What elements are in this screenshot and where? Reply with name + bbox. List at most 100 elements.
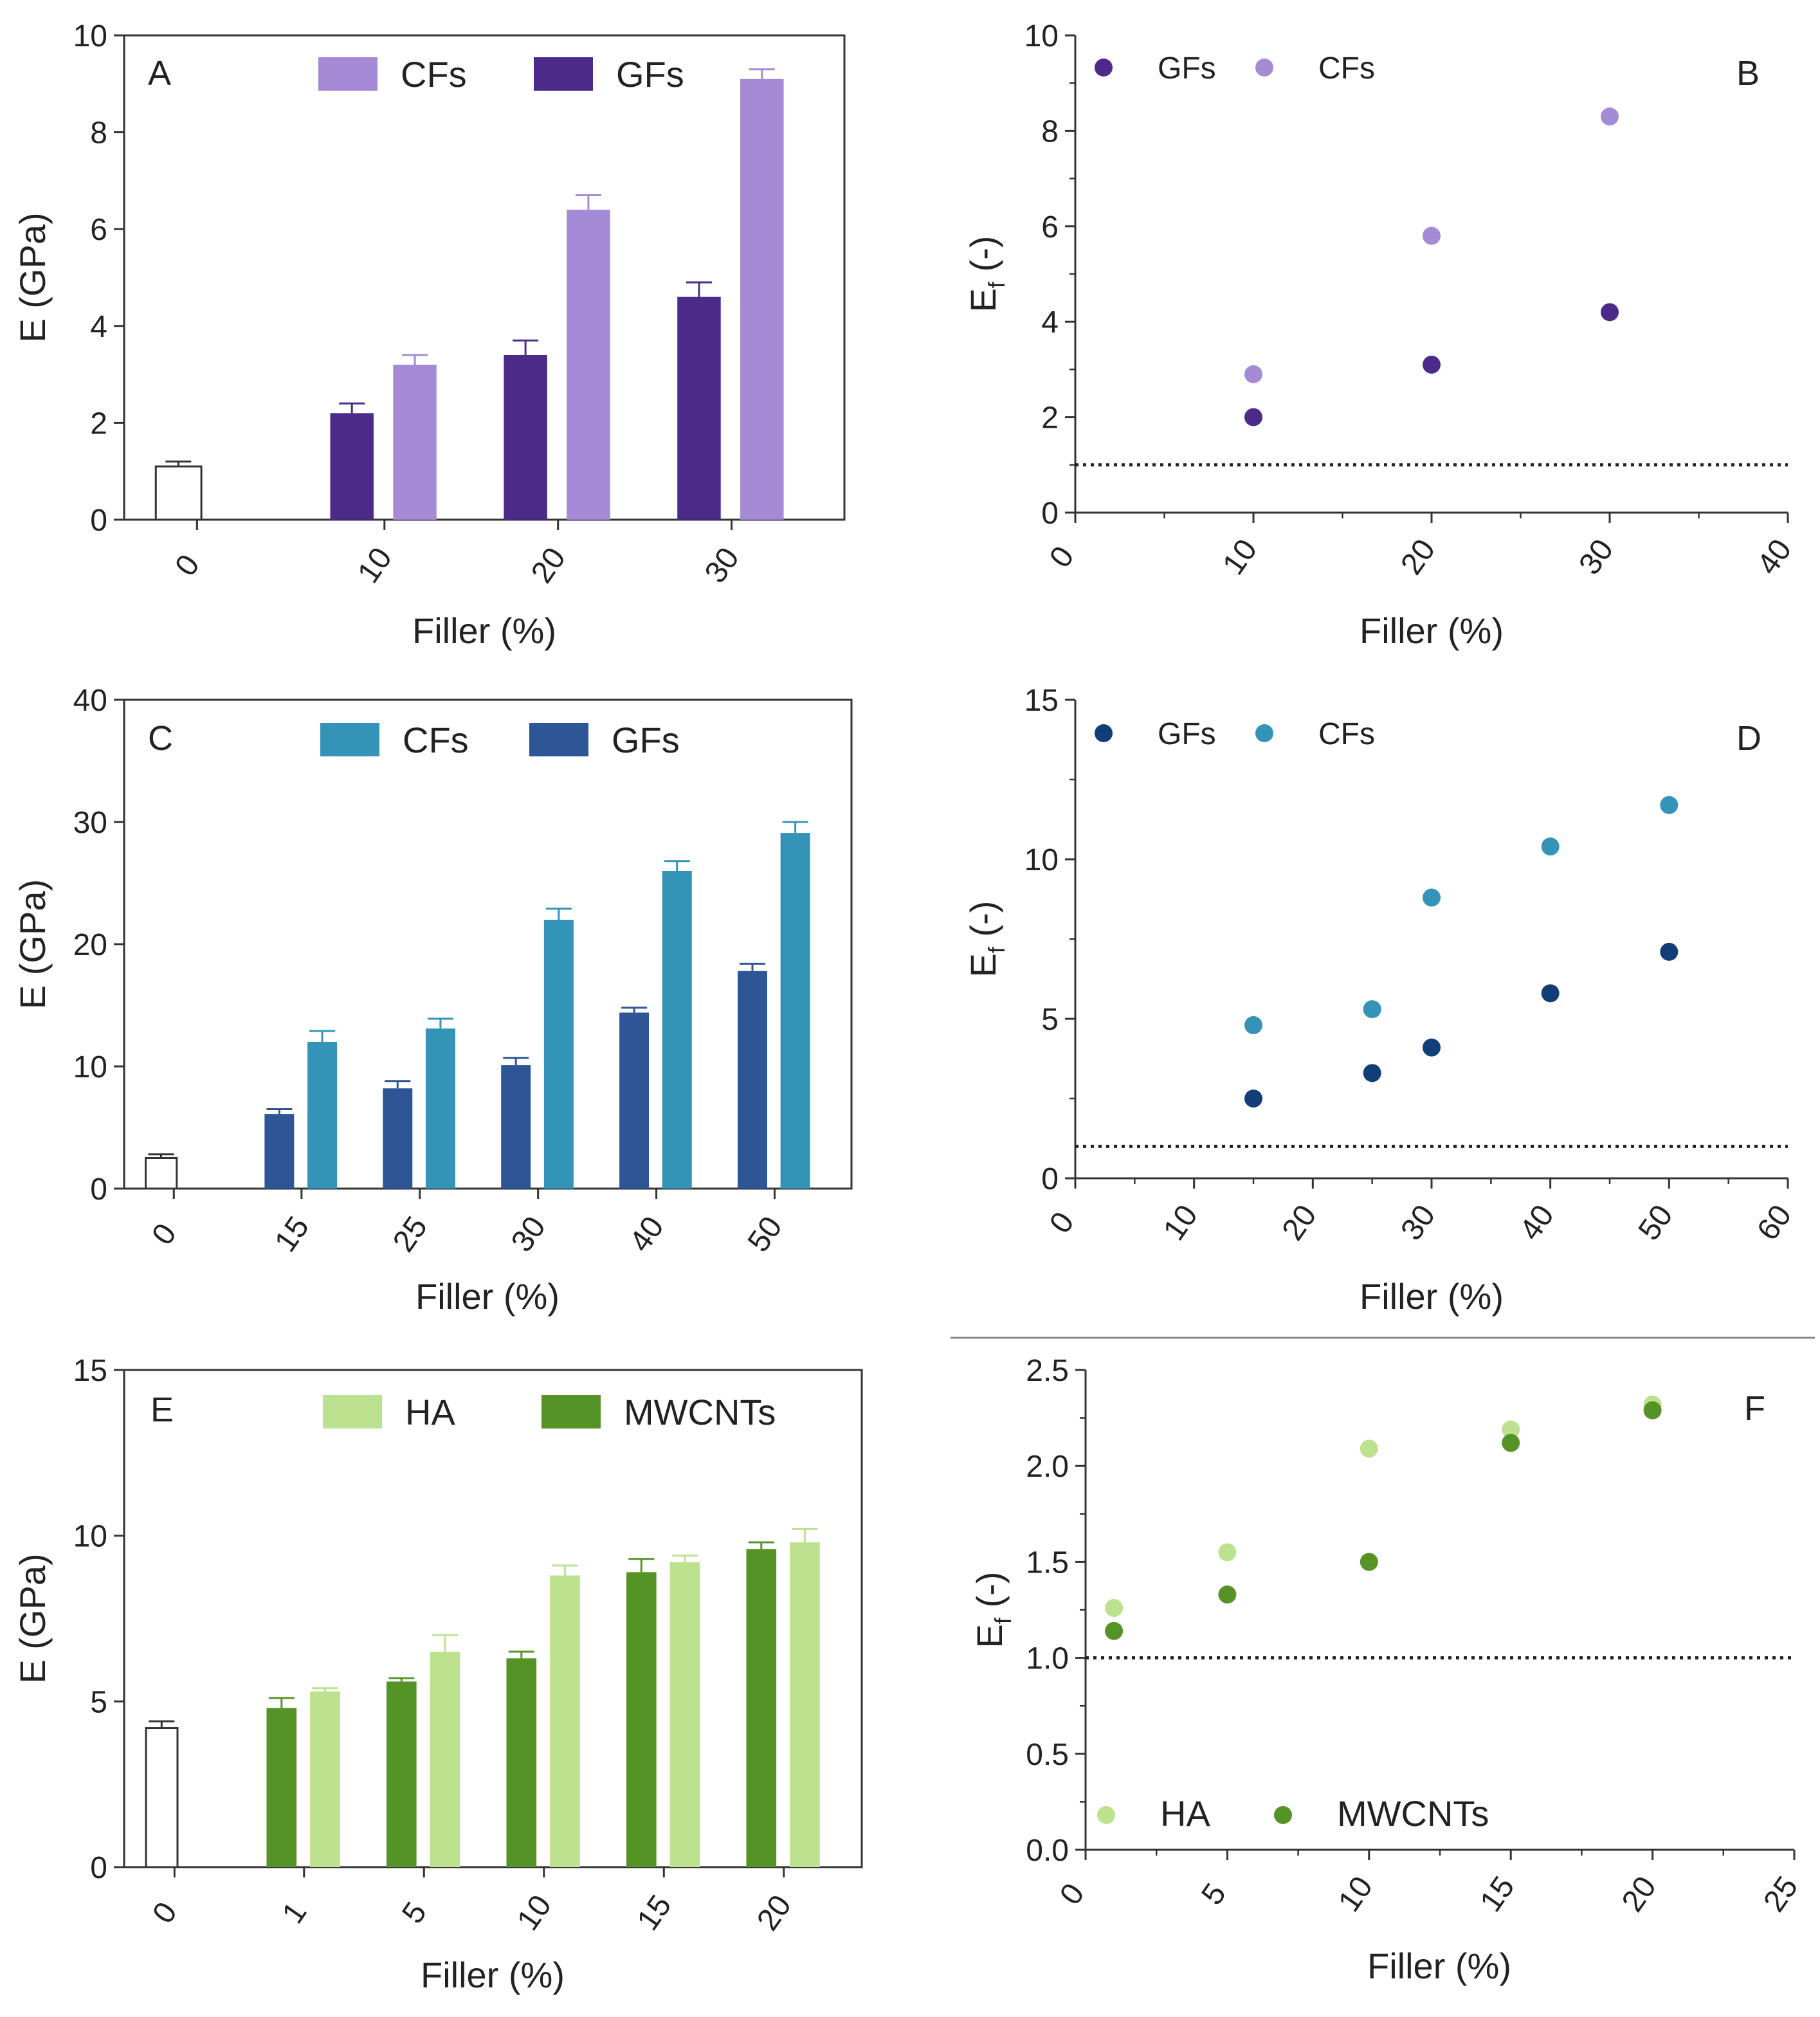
bar-gfs — [330, 413, 374, 520]
y-axis-title: Ef (-) — [963, 236, 1010, 313]
point-gfs — [1244, 408, 1262, 426]
y-tick-label: 0 — [90, 1173, 107, 1207]
point-ha — [1360, 1439, 1378, 1458]
bar-gfs — [677, 297, 721, 520]
legend-marker — [1097, 1806, 1115, 1824]
legend-marker — [1095, 724, 1113, 742]
bar-gfs — [383, 1088, 413, 1189]
panel-letter-D: D — [1736, 719, 1761, 758]
legend-label: GFs — [616, 54, 684, 95]
bar-cfs — [740, 78, 784, 520]
bar-control — [145, 1727, 179, 1868]
point-gfs — [1423, 1038, 1441, 1057]
point-cfs — [1423, 888, 1441, 907]
y-axis-title: E (GPa) — [12, 212, 53, 342]
y-axis-title: E (GPa) — [12, 1553, 53, 1683]
point-cfs — [1363, 1000, 1381, 1019]
legend-swatch — [318, 57, 378, 91]
legend-swatch — [320, 723, 379, 756]
legend-label: CFs — [403, 720, 469, 760]
y-tick-label: 2 — [90, 406, 107, 441]
legend-label: GFs — [1158, 717, 1216, 751]
y-tick-label: 8 — [1041, 114, 1059, 149]
point-ha — [1105, 1599, 1124, 1618]
bar-mwcnts — [746, 1549, 777, 1867]
bar-control — [154, 465, 203, 521]
y-tick-label: 15 — [1024, 684, 1059, 718]
bar-cfs — [780, 833, 810, 1189]
y-tick-label: 1.5 — [1026, 1546, 1069, 1580]
point-cfs — [1423, 226, 1441, 245]
point-mwcnts — [1502, 1434, 1520, 1452]
legend-swatch — [534, 57, 593, 91]
bar-ha — [430, 1652, 460, 1867]
bar-cfs — [307, 1042, 338, 1189]
bar-ha — [790, 1542, 820, 1867]
y-axis-title-unit: (-) — [963, 901, 1003, 947]
y-axis-title-subscript: f — [983, 946, 1010, 953]
y-tick-label: 0.5 — [1026, 1738, 1069, 1772]
bar-mwcnts — [626, 1572, 657, 1867]
point-mwcnts — [1643, 1401, 1662, 1419]
panel-letter-E: E — [150, 1391, 174, 1429]
point-cfs — [1660, 796, 1679, 814]
legend-label: MWCNTs — [624, 1392, 776, 1432]
y-tick-label: 10 — [1024, 19, 1059, 53]
y-tick-label: 1.0 — [1026, 1642, 1069, 1676]
y-axis-title-main: E — [963, 953, 1003, 977]
y-tick-label: 2 — [1041, 401, 1059, 435]
panel-letter-A: A — [148, 54, 171, 93]
y-tick-label: 10 — [73, 1050, 107, 1084]
point-mwcnts — [1360, 1553, 1378, 1571]
x-axis-title: Filler (%) — [412, 610, 556, 651]
legend-label: CFs — [1318, 51, 1375, 86]
x-axis-title: Filler (%) — [1360, 1276, 1504, 1317]
bar-mwcnts — [386, 1681, 417, 1867]
y-tick-label: 5 — [1041, 1003, 1059, 1037]
bar-gfs — [737, 971, 767, 1189]
bar-ha — [310, 1691, 340, 1867]
y-tick-label: 4 — [1041, 306, 1059, 340]
point-cfs — [1244, 1016, 1262, 1034]
legend-swatch — [529, 723, 588, 756]
y-tick-label: 4 — [90, 310, 107, 344]
y-tick-label: 0 — [1041, 497, 1059, 531]
y-tick-label: 30 — [73, 806, 107, 840]
panel-letter-C: C — [148, 719, 173, 758]
x-axis-title: Filler (%) — [421, 1955, 565, 1995]
point-gfs — [1601, 303, 1619, 322]
point-cfs — [1601, 107, 1619, 126]
bar-gfs — [264, 1114, 295, 1189]
legend-marker — [1255, 724, 1273, 742]
legend-label: HA — [1160, 1793, 1210, 1834]
bar-cfs — [393, 365, 437, 520]
y-axis-title-main: E — [963, 288, 1003, 312]
y-axis-title-unit: (-) — [969, 1572, 1010, 1618]
y-axis-title: Ef (-) — [963, 901, 1010, 978]
y-tick-label: 0 — [90, 1851, 107, 1885]
bar-cfs — [567, 210, 610, 520]
legend-marker — [1095, 59, 1113, 77]
y-tick-label: 20 — [73, 928, 107, 962]
y-axis-title: Ef (-) — [969, 1572, 1016, 1648]
point-gfs — [1363, 1064, 1381, 1082]
bar-control — [145, 1157, 178, 1190]
legend-label: CFs — [1318, 717, 1375, 751]
x-axis-title: Filler (%) — [415, 1276, 560, 1317]
y-tick-label: 2.5 — [1026, 1354, 1069, 1388]
y-tick-label: 40 — [73, 684, 107, 718]
point-ha — [1218, 1543, 1237, 1562]
y-axis-title-unit: (-) — [963, 236, 1003, 282]
point-cfs — [1244, 365, 1262, 383]
bar-ha — [669, 1562, 700, 1867]
bar-cfs — [425, 1028, 455, 1189]
legend-marker — [1255, 59, 1273, 77]
point-ha — [1502, 1420, 1520, 1439]
panel-letter-B: B — [1736, 54, 1760, 93]
y-tick-label: 10 — [73, 1520, 107, 1554]
bar-mwcnts — [506, 1658, 537, 1867]
legend-label: HA — [405, 1392, 455, 1432]
